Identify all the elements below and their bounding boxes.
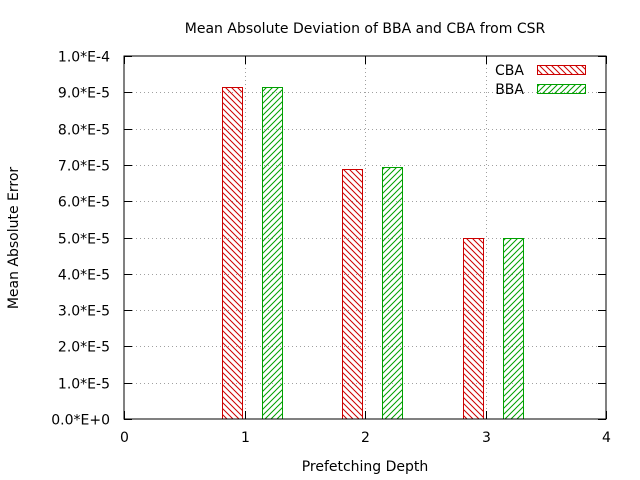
y-tick-label: 6.0*E-5 [58,195,110,211]
axis-ticks [124,56,607,420]
x-tick-labels: 0 1 2 3 4 [120,430,611,446]
y-tick-label: 1.0*E-5 [58,377,110,393]
bar-cba [463,238,484,420]
grid-lines [124,56,606,419]
y-tick-label: 3.0*E-5 [58,304,110,320]
x-tick-label: 0 [120,430,129,446]
bar-cba [222,87,243,420]
bar-bba [382,167,403,420]
legend-swatch-cba [537,65,586,75]
x-tick-label: 1 [241,430,250,446]
bar-bba [262,87,283,420]
legend-swatch-bba [537,84,586,94]
y-tick-label: 5.0*E-5 [58,232,110,248]
y-tick-label: 0.0*E+0 [51,413,110,429]
bars [222,87,524,420]
bar-bba [503,238,524,420]
y-tick-label: 1.0*E-4 [58,50,110,66]
y-tick-label: 9.0*E-5 [58,86,110,102]
y-tick-labels: 0.0*E+0 1.0*E-5 2.0*E-5 3.0*E-5 4.0*E-5 5.0*E… [51,50,110,429]
legend: CBA BBA [495,63,586,98]
y-tick-label: 7.0*E-5 [58,159,110,175]
y-tick-label: 2.0*E-5 [58,340,110,356]
y-tick-label: 4.0*E-5 [58,268,110,284]
x-tick-label: 4 [602,430,611,446]
bar-cba [342,169,363,420]
legend-label-bba: BBA [495,82,524,98]
chart-title: Mean Absolute Deviation of BBA and CBA f… [185,21,546,37]
x-tick-label: 2 [361,430,370,446]
x-tick-label: 3 [482,430,491,446]
y-axis-label: Mean Absolute Error [6,167,22,310]
legend-label-cba: CBA [495,63,524,79]
x-axis-label: Prefetching Depth [302,459,429,475]
y-tick-label: 8.0*E-5 [58,123,110,139]
